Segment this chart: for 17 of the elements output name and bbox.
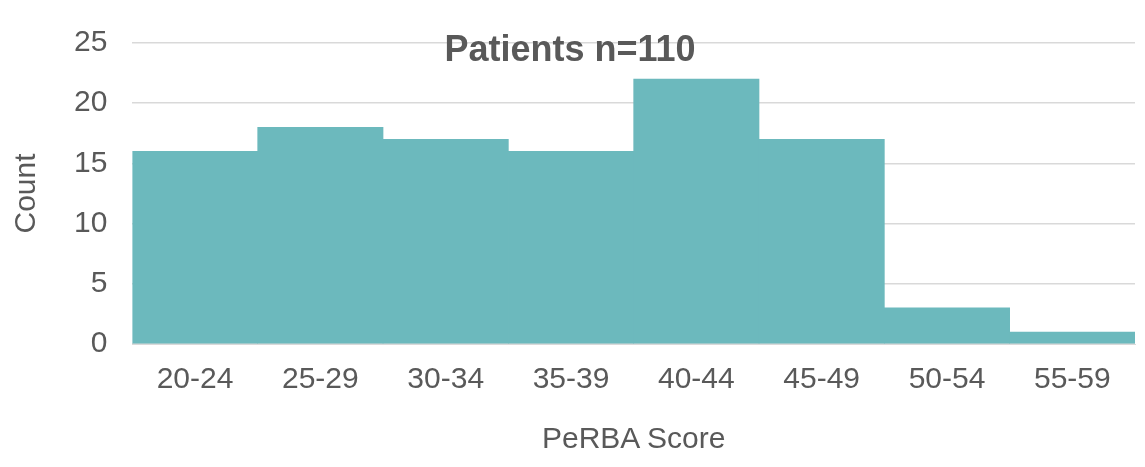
x-tick-label: 55-59 <box>1033 361 1111 395</box>
x-tick-label: 40-44 <box>657 361 735 395</box>
y-axis-title: Count <box>8 152 42 234</box>
y-tick-label: 15 <box>73 144 108 178</box>
y-tick-label: 20 <box>73 84 108 118</box>
y-tick-label: 10 <box>73 204 108 238</box>
x-tick-label: 30-34 <box>407 361 485 395</box>
x-tick-label: 25-29 <box>282 361 359 395</box>
y-tick-label: 5 <box>90 265 108 299</box>
y-tick-label: 25 <box>73 24 108 58</box>
x-tick-label: 45-49 <box>783 361 861 395</box>
x-axis-title: PeRBA Score <box>541 421 726 455</box>
chart-title: Patients n=110 <box>444 28 696 70</box>
y-tick-label: 0 <box>90 325 108 359</box>
x-tick-label: 35-39 <box>532 361 610 395</box>
x-tick-label: 50-54 <box>908 361 986 395</box>
x-tick-label: 20-24 <box>156 361 234 395</box>
